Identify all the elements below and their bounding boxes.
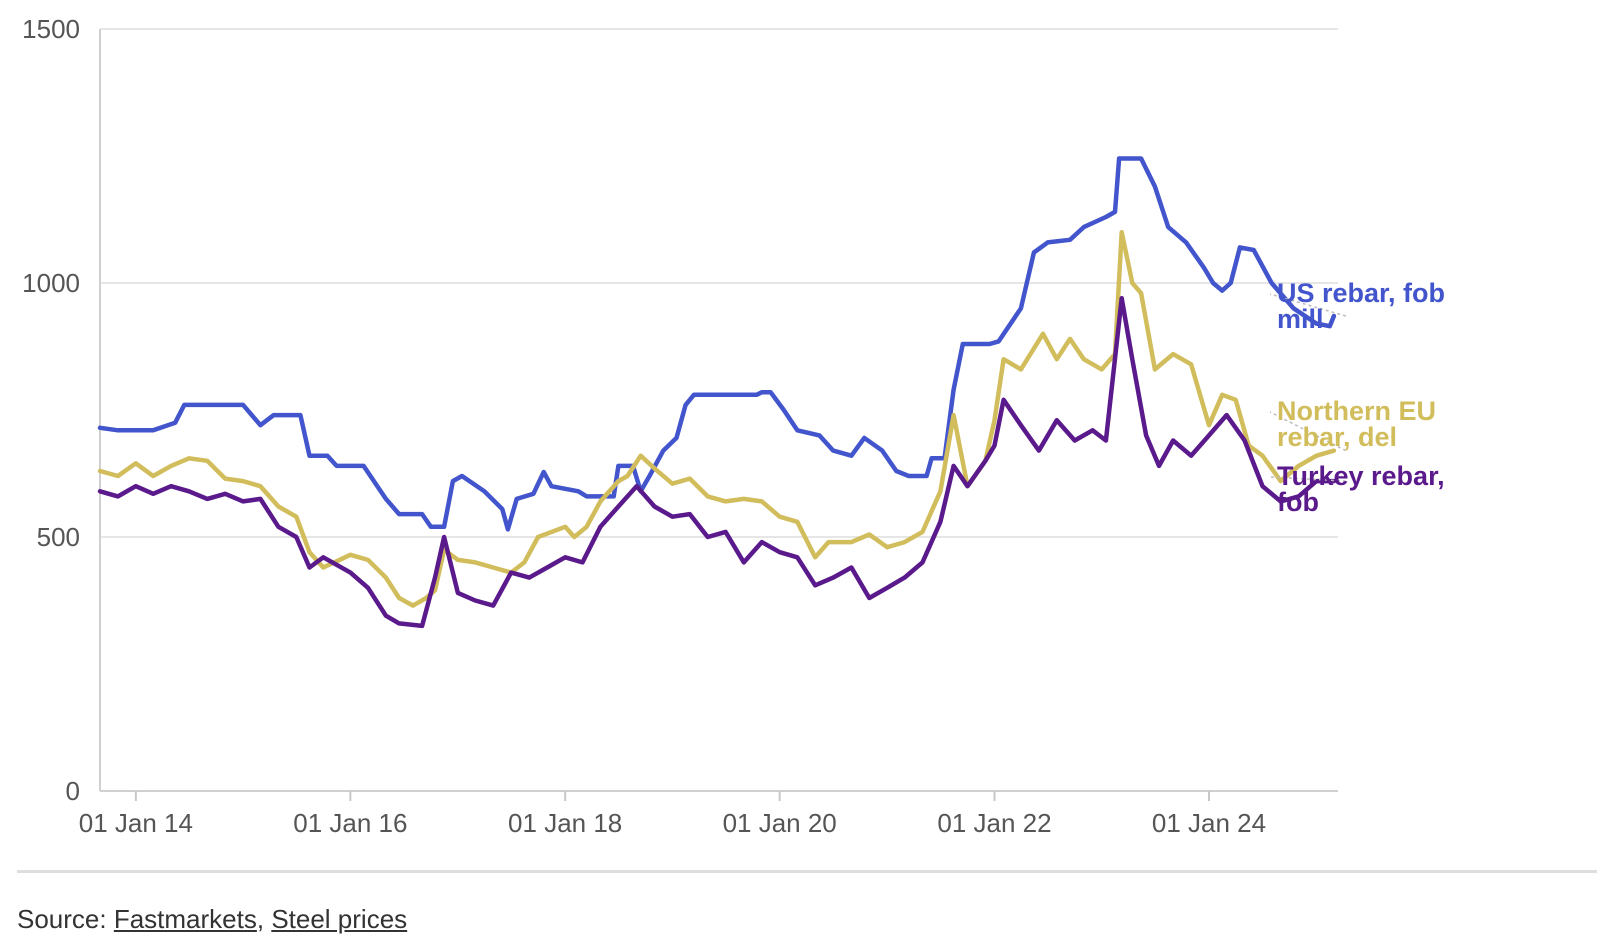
axes (99, 29, 1338, 792)
series-label-line: US rebar, fob (1277, 278, 1445, 308)
y-tick-label: 1500 (22, 14, 80, 44)
x-tick-label: 01 Jan 16 (293, 808, 407, 838)
series-label-line: Northern EU (1277, 396, 1436, 426)
series-line (97, 295, 1337, 629)
x-tick-label: 01 Jan 22 (937, 808, 1051, 838)
line-chart: 0 500 1000 1500 01 Jan 14 01 Jan 16 01 Jan 18… (22, 14, 1445, 838)
label-connector (1269, 476, 1346, 482)
x-tick-label: 01 Jan 14 (79, 808, 193, 838)
x-tick-label: 01 Jan 20 (723, 808, 837, 838)
series-label: US rebar, fob mill (1277, 278, 1445, 334)
series-label: Northern EU rebar, del (1277, 396, 1436, 452)
source-link-fastmarkets[interactable]: Fastmarkets (113, 904, 257, 934)
y-tick-label: 1000 (22, 268, 80, 298)
source-prefix: Source: (17, 904, 114, 934)
source-note: Source: Fastmarkets, Steel prices (17, 903, 407, 935)
series-labels: US rebar, fob mill Northern EU rebar, del Tu… (1269, 278, 1445, 517)
series-label-line: rebar, del (1277, 422, 1397, 452)
x-axis-ticks: 01 Jan 14 01 Jan 16 01 Jan 18 01 Jan 20 01 J… (79, 791, 1266, 838)
y-tick-label: 500 (37, 522, 80, 552)
series-lines (97, 156, 1337, 629)
label-connector (1269, 293, 1347, 317)
series-line (97, 156, 1337, 532)
source-separator: , (256, 904, 272, 934)
source-link-steel-prices[interactable]: Steel prices (271, 904, 408, 934)
series-label: Turkey rebar, fob (1277, 461, 1445, 517)
x-tick-label: 01 Jan 18 (508, 808, 622, 838)
series-label-line: fob (1277, 487, 1319, 517)
label-connector (1269, 411, 1347, 452)
series-label-line: mill (1277, 304, 1324, 334)
series-line (97, 229, 1337, 608)
footer-divider (17, 870, 1597, 873)
y-axis-ticks: 0 500 1000 1500 (22, 14, 80, 806)
gridlines (100, 28, 1338, 538)
x-tick-label: 01 Jan 24 (1152, 808, 1266, 838)
y-tick-label: 0 (66, 776, 80, 806)
series-label-line: Turkey rebar, (1277, 461, 1445, 491)
